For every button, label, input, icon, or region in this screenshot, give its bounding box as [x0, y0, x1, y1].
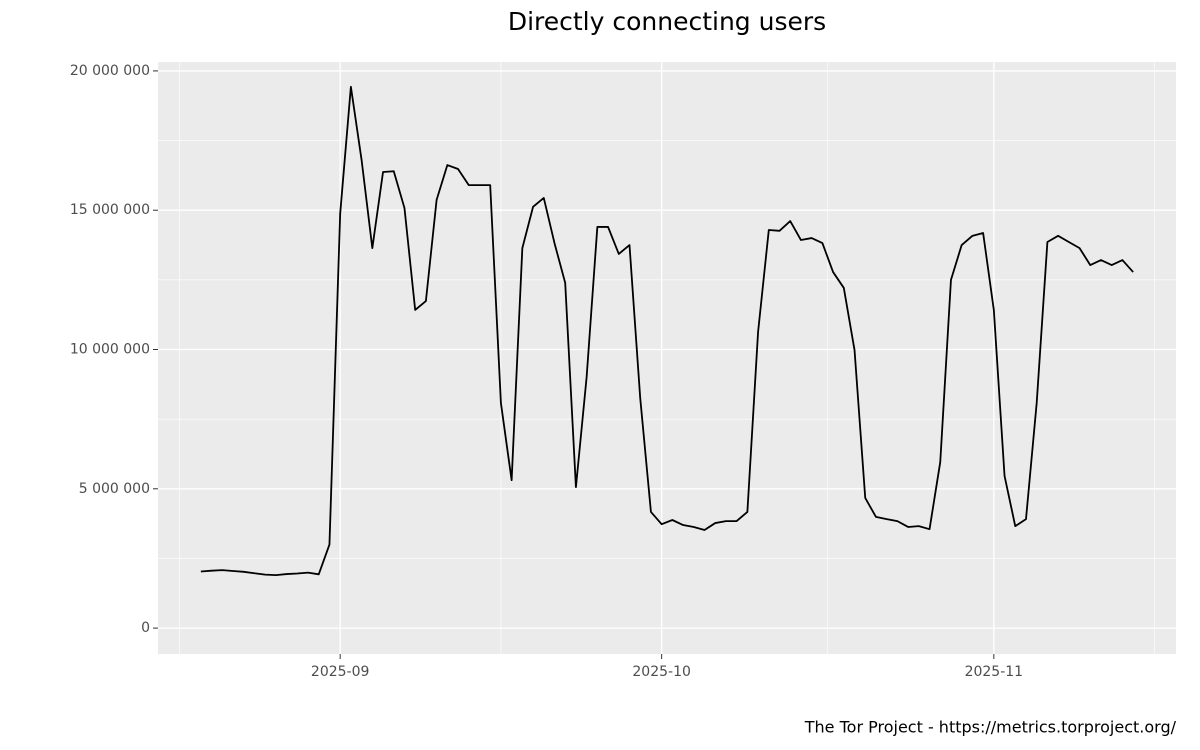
data-line: [200, 85, 1134, 577]
x-tick-label: 2025-10: [632, 664, 691, 680]
y-tick-label: 20 000 000: [70, 63, 150, 79]
x-tick-label: 2025-11: [965, 664, 1024, 680]
panel: [158, 62, 1176, 654]
chart-title: Directly connecting users: [508, 7, 826, 36]
y-tick-label: 15 000 000: [70, 202, 150, 218]
y-tick-label: 0: [141, 620, 150, 636]
x-tick-label: 2025-09: [311, 664, 370, 680]
y-tick-label: 5 000 000: [79, 481, 150, 497]
caption: The Tor Project - https://metrics.torpro…: [804, 718, 1177, 737]
y-tick-label: 10 000 000: [70, 342, 150, 358]
